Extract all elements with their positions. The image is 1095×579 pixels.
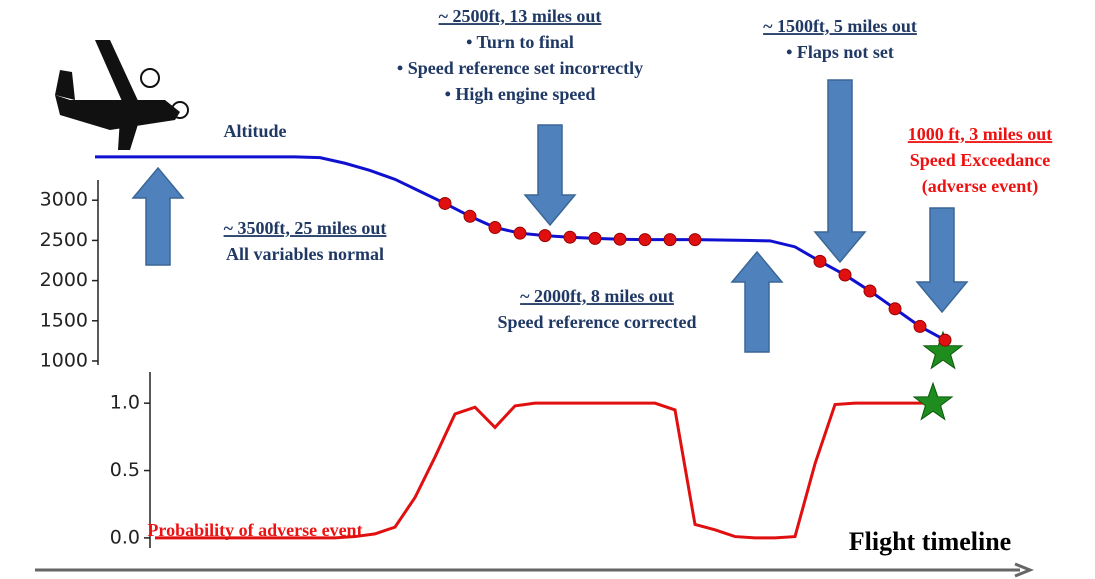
point-marker [663, 233, 677, 247]
point-marker [813, 254, 827, 268]
y-tick-label: 2000 [40, 269, 88, 291]
annotation-heading: 1000 ft, 3 miles out [908, 124, 1052, 144]
annotation-heading: ~ 2500ft, 13 miles out [439, 6, 602, 26]
annotation-text: (adverse event) [922, 176, 1038, 197]
annotation-heading: ~ 1500ft, 5 miles out [763, 16, 917, 36]
point-marker [488, 221, 502, 235]
point-marker [438, 196, 452, 210]
event-star [922, 330, 964, 370]
point-marker [613, 232, 627, 246]
timeline-arrowhead [1014, 562, 1035, 578]
annotation-text: Speed reference corrected [498, 312, 697, 332]
annotation-text: • Turn to final [466, 32, 574, 52]
point-marker [888, 302, 902, 316]
y-tick-label: 1500 [40, 309, 88, 331]
y-tick-label: 0.5 [110, 459, 140, 481]
callout-arrow [131, 166, 185, 266]
point-marker [913, 319, 927, 333]
series-label: Probability of adverse event [147, 520, 362, 540]
point-marker [688, 233, 702, 247]
point-marker [463, 209, 477, 223]
annotation-heading: ~ 2000ft, 8 miles out [520, 286, 674, 306]
y-tick-label: 0.0 [110, 526, 140, 548]
point-marker [863, 284, 877, 298]
event-star [912, 381, 954, 421]
timeline-label: Flight timeline [849, 527, 1011, 556]
annotation-text: • High engine speed [445, 84, 596, 104]
point-marker [938, 333, 952, 347]
callout-arrow [523, 124, 577, 227]
y-tick-label: 2500 [40, 229, 88, 251]
callout-arrow [730, 250, 784, 353]
point-marker [838, 268, 852, 282]
point-marker [538, 229, 552, 243]
callout-arrow [813, 79, 867, 264]
point-marker [638, 233, 652, 247]
y-tick-label: 3000 [40, 189, 88, 211]
y-tick-label: 1.0 [110, 392, 140, 414]
point-marker [563, 230, 577, 244]
annotation-text: Speed Exceedance [910, 150, 1050, 170]
point-marker [588, 231, 602, 245]
point-marker [513, 226, 527, 240]
callout-arrow [915, 207, 969, 314]
series-label: Altitude [224, 121, 287, 141]
annotation-text: All variables normal [226, 244, 384, 264]
annotation-text: • Flaps not set [786, 42, 894, 62]
airplane-icon [55, 40, 189, 150]
line [155, 401, 935, 540]
annotation-text: • Speed reference set incorrectly [397, 58, 643, 78]
annotation-heading: ~ 3500ft, 25 miles out [224, 218, 387, 238]
y-tick-label: 1000 [40, 349, 88, 371]
